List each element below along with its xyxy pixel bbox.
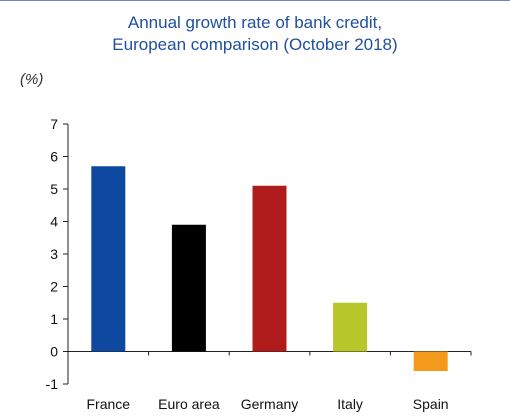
y-tick-label: 7: [50, 116, 58, 132]
x-category-label: France: [87, 396, 131, 412]
y-tick-label: 1: [50, 311, 58, 327]
bar-france: [91, 166, 126, 352]
x-category-label: Italy: [337, 396, 363, 412]
x-category-label: Germany: [241, 396, 299, 412]
chart-title-line-1: Annual growth rate of bank credit,: [127, 13, 383, 32]
y-tick-label: 0: [50, 344, 58, 360]
chart-title: Annual growth rate of bank credit, Europ…: [0, 12, 510, 56]
labels: France Euro area Germany Italy Spain: [87, 396, 449, 412]
y-tick-label: 4: [50, 214, 58, 230]
y-tick-label: 6: [50, 149, 58, 165]
y-tick-label: 2: [50, 279, 58, 295]
x-category-label: Spain: [413, 396, 449, 412]
x-category-label: Euro area: [158, 396, 220, 412]
bar-spain: [413, 351, 448, 371]
y-tick-label: 3: [50, 246, 58, 262]
bars: [91, 166, 448, 371]
bar-germany: [252, 185, 287, 352]
bar-euro-area: [171, 224, 206, 352]
y-unit-label: (%): [20, 71, 44, 88]
top-rule: [0, 0, 510, 1]
chart-title-line-2: European comparison (October 2018): [112, 35, 398, 54]
bar-italy: [333, 302, 368, 352]
y-tick-label: -1: [46, 376, 59, 392]
y-tick-label: 5: [50, 181, 58, 197]
